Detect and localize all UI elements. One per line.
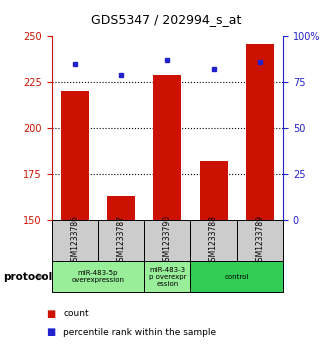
Text: protocol: protocol: [3, 272, 53, 282]
Text: GSM1233790: GSM1233790: [163, 215, 172, 266]
Text: GSM1233786: GSM1233786: [70, 215, 79, 266]
Text: ■: ■: [47, 309, 56, 319]
Text: GSM1233788: GSM1233788: [209, 215, 218, 266]
Text: GDS5347 / 202994_s_at: GDS5347 / 202994_s_at: [91, 13, 242, 26]
Text: count: count: [63, 310, 89, 318]
Bar: [190, 220, 237, 261]
Bar: [144, 261, 190, 292]
Bar: [144, 220, 190, 261]
Text: ■: ■: [47, 327, 56, 337]
Bar: [52, 220, 98, 261]
Text: miR-483-5p
overexpression: miR-483-5p overexpression: [71, 270, 125, 283]
Bar: [61, 91, 89, 220]
Bar: [107, 196, 135, 220]
Bar: [237, 220, 283, 261]
Text: control: control: [224, 274, 249, 280]
Text: GSM1233789: GSM1233789: [255, 215, 264, 266]
Text: percentile rank within the sample: percentile rank within the sample: [63, 328, 216, 337]
Text: miR-483-3
p overexpr
ession: miR-483-3 p overexpr ession: [149, 267, 186, 287]
Bar: [200, 161, 227, 220]
Bar: [52, 261, 144, 292]
Bar: [190, 261, 283, 292]
Bar: [246, 44, 274, 220]
Bar: [154, 75, 181, 220]
Bar: [98, 220, 144, 261]
Text: GSM1233787: GSM1233787: [117, 215, 126, 266]
